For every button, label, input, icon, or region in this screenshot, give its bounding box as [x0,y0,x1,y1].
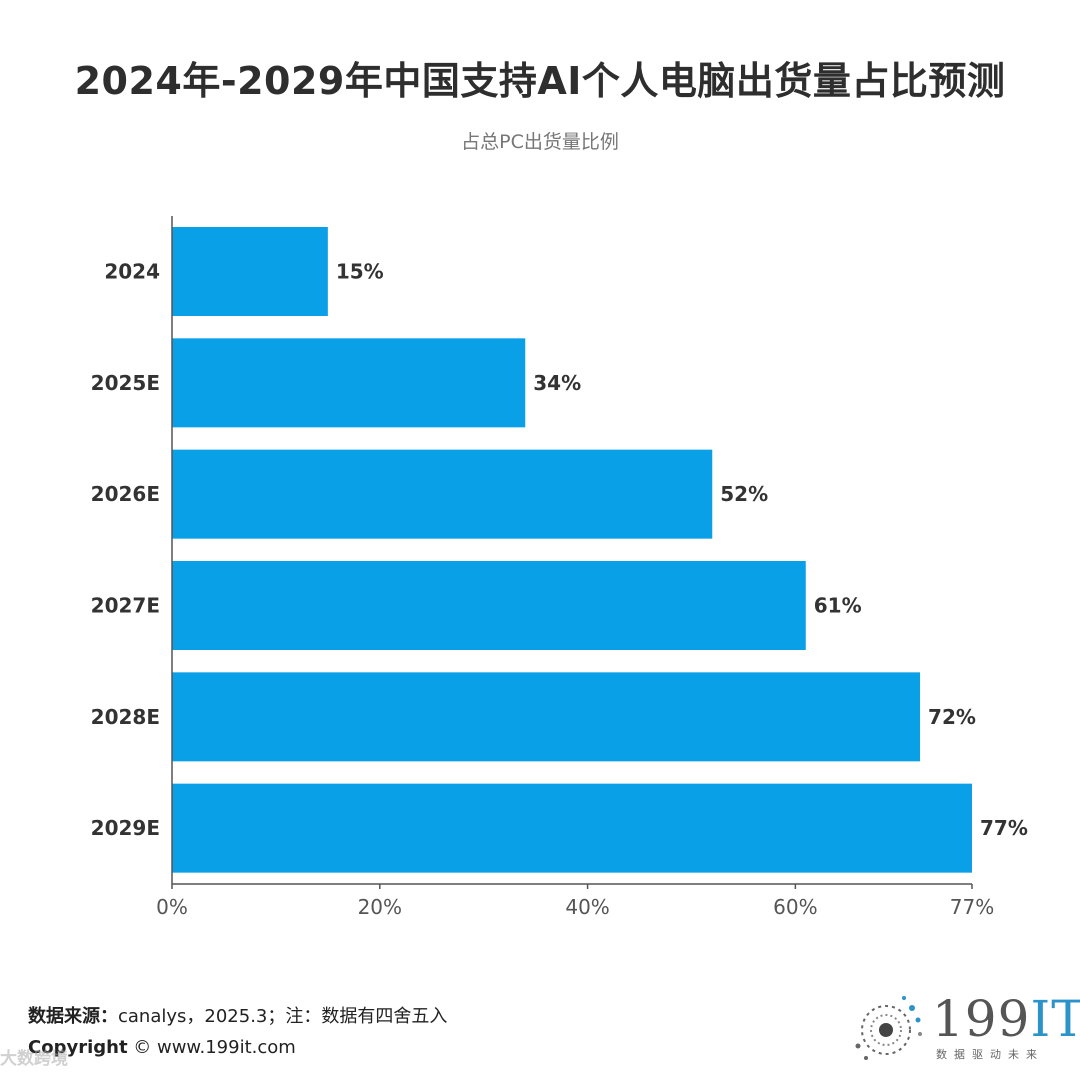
x-tick-label: 40% [565,895,609,919]
watermark-text: 大数跨境 [0,1049,68,1069]
category-label: 2026E [91,482,160,506]
value-label: 15% [336,260,384,284]
value-label: 72% [928,705,976,729]
chart-subtitle: 占总PC出货量比例 [461,131,619,153]
data-source: 数据来源：canalys，2025.3；注：数据有四舍五入 [28,1002,447,1028]
data-source-label: 数据来源： [28,1006,118,1027]
bar [172,783,972,873]
bar [172,449,713,539]
data-source-text: canalys，2025.3；注：数据有四舍五入 [118,1006,448,1027]
category-label: 2029E [91,816,160,840]
bar [172,338,526,428]
watermark: 大数跨境 [0,1044,68,1069]
x-tick-label: 20% [358,895,402,919]
copyright: Copyright © www.199it.com [28,1037,296,1058]
copyright-label: Copyright [28,1037,128,1058]
value-label: 34% [533,371,581,395]
bar [172,561,806,650]
category-label: 2024 [104,260,160,284]
x-tick-label: 60% [773,895,817,919]
brand-logo: 199IT 数据驱动未来 [846,990,1080,1070]
logo-number: 199 [932,990,1031,1048]
logo-dots-icon [855,996,922,1060]
x-tick-label: 0% [156,895,188,919]
logo-tagline: 数据驱动未来 [936,1048,1044,1061]
logo-suffix: IT [1030,990,1080,1048]
category-label: 2027E [91,594,160,618]
value-label: 61% [814,594,862,618]
bar [172,227,328,316]
category-label: 2025E [91,371,160,395]
logo-wordmark: 199IT [932,990,1080,1048]
copyright-text: © www.199it.com [127,1037,296,1058]
value-label: 52% [720,482,768,506]
bar [172,672,921,762]
value-label: 77% [980,816,1028,840]
chart-title: 2024年-2029年中国支持AI个人电脑出货量占比预测 [74,59,1006,103]
x-tick-label: 77% [950,895,994,919]
category-label: 2028E [91,705,160,729]
